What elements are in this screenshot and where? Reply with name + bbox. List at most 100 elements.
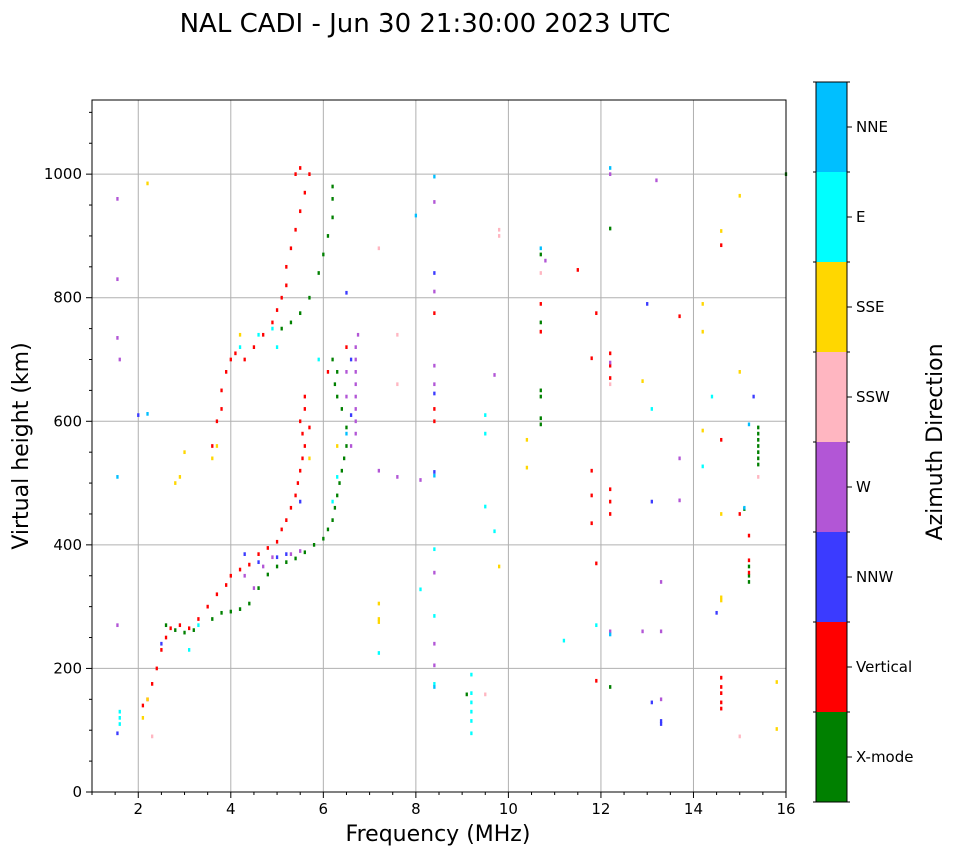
data-point — [470, 691, 473, 695]
data-point — [609, 172, 612, 176]
data-point — [336, 475, 339, 479]
data-point — [303, 550, 306, 555]
colorbar-tick-label: W — [856, 478, 871, 496]
data-point — [354, 431, 357, 436]
series-sse — [141, 181, 778, 731]
data-point — [301, 431, 304, 436]
y-axis-ticks: 0 200 400 600 800 1000 — [44, 111, 92, 801]
data-point — [188, 626, 191, 631]
y-tick-label: 1000 — [44, 165, 82, 183]
data-point — [178, 475, 182, 479]
data-point — [659, 629, 663, 634]
data-point — [294, 172, 297, 176]
data-point — [539, 271, 542, 275]
data-point — [345, 425, 348, 430]
data-point — [433, 641, 436, 646]
data-point — [141, 716, 145, 720]
data-point — [289, 505, 293, 510]
data-point — [433, 614, 436, 618]
data-point — [299, 166, 302, 170]
data-point — [188, 648, 191, 652]
data-point — [146, 412, 149, 416]
data-point — [539, 320, 542, 325]
data-point — [146, 697, 149, 702]
data-point — [285, 560, 288, 565]
data-point — [609, 363, 612, 368]
data-point — [752, 394, 755, 399]
data-point — [650, 499, 653, 504]
data-point — [775, 727, 778, 731]
data-point — [354, 370, 357, 374]
data-point — [775, 680, 778, 684]
data-point — [340, 468, 343, 473]
data-point — [497, 227, 501, 232]
data-point — [345, 394, 348, 399]
data-point — [340, 407, 343, 411]
data-point — [345, 345, 348, 349]
y-tick-label: 400 — [53, 536, 82, 554]
data-point — [595, 311, 598, 316]
colorbar-tick-label: Vertical — [856, 658, 912, 676]
data-point — [757, 456, 760, 461]
data-point — [377, 617, 381, 621]
data-point — [710, 394, 714, 399]
data-point — [757, 437, 760, 442]
data-point — [609, 629, 612, 634]
data-point — [303, 190, 306, 195]
data-point — [701, 302, 704, 306]
data-point — [701, 428, 704, 433]
data-point — [655, 178, 658, 183]
data-point — [470, 719, 473, 723]
data-point — [342, 456, 346, 461]
data-point — [747, 564, 751, 569]
data-point — [590, 468, 593, 473]
data-point — [211, 617, 214, 621]
data-point — [174, 628, 177, 632]
data-point — [301, 456, 304, 461]
data-point — [262, 564, 265, 569]
data-point — [238, 345, 242, 349]
data-point — [525, 437, 529, 442]
data-point — [433, 470, 436, 474]
data-point — [539, 252, 542, 257]
data-point — [609, 360, 612, 365]
data-point — [303, 407, 306, 411]
colorbar-label: Azimuth Direction — [923, 343, 948, 540]
data-point — [275, 308, 279, 312]
data-point — [331, 499, 334, 504]
data-point — [243, 552, 246, 556]
data-point — [720, 700, 723, 705]
data-point — [280, 326, 283, 331]
colorbar-segment — [816, 262, 847, 352]
data-point — [470, 672, 473, 677]
data-point — [275, 539, 279, 544]
x-axis-label: Frequency (MHz) — [346, 822, 531, 847]
data-point — [595, 623, 598, 628]
data-point — [659, 697, 663, 702]
series-vertical — [141, 166, 751, 711]
data-point — [211, 456, 214, 461]
data-point — [116, 336, 119, 340]
data-point — [345, 370, 348, 374]
data-point — [345, 444, 348, 448]
data-point — [720, 691, 723, 695]
data-point — [354, 357, 357, 362]
data-point — [299, 468, 302, 473]
x-tick-label: 16 — [776, 800, 795, 818]
data-point — [116, 731, 119, 736]
data-point — [331, 197, 334, 201]
data-point — [497, 564, 501, 569]
data-point — [678, 498, 681, 503]
data-point — [118, 722, 121, 726]
data-point — [299, 311, 302, 316]
data-point — [183, 630, 186, 635]
data-point — [252, 345, 256, 349]
data-point — [641, 629, 644, 634]
data-point — [169, 626, 172, 631]
data-point — [312, 543, 316, 547]
data-point — [743, 505, 746, 510]
data-point — [192, 628, 195, 632]
data-point — [234, 351, 237, 356]
y-tick-label: 800 — [53, 289, 82, 307]
